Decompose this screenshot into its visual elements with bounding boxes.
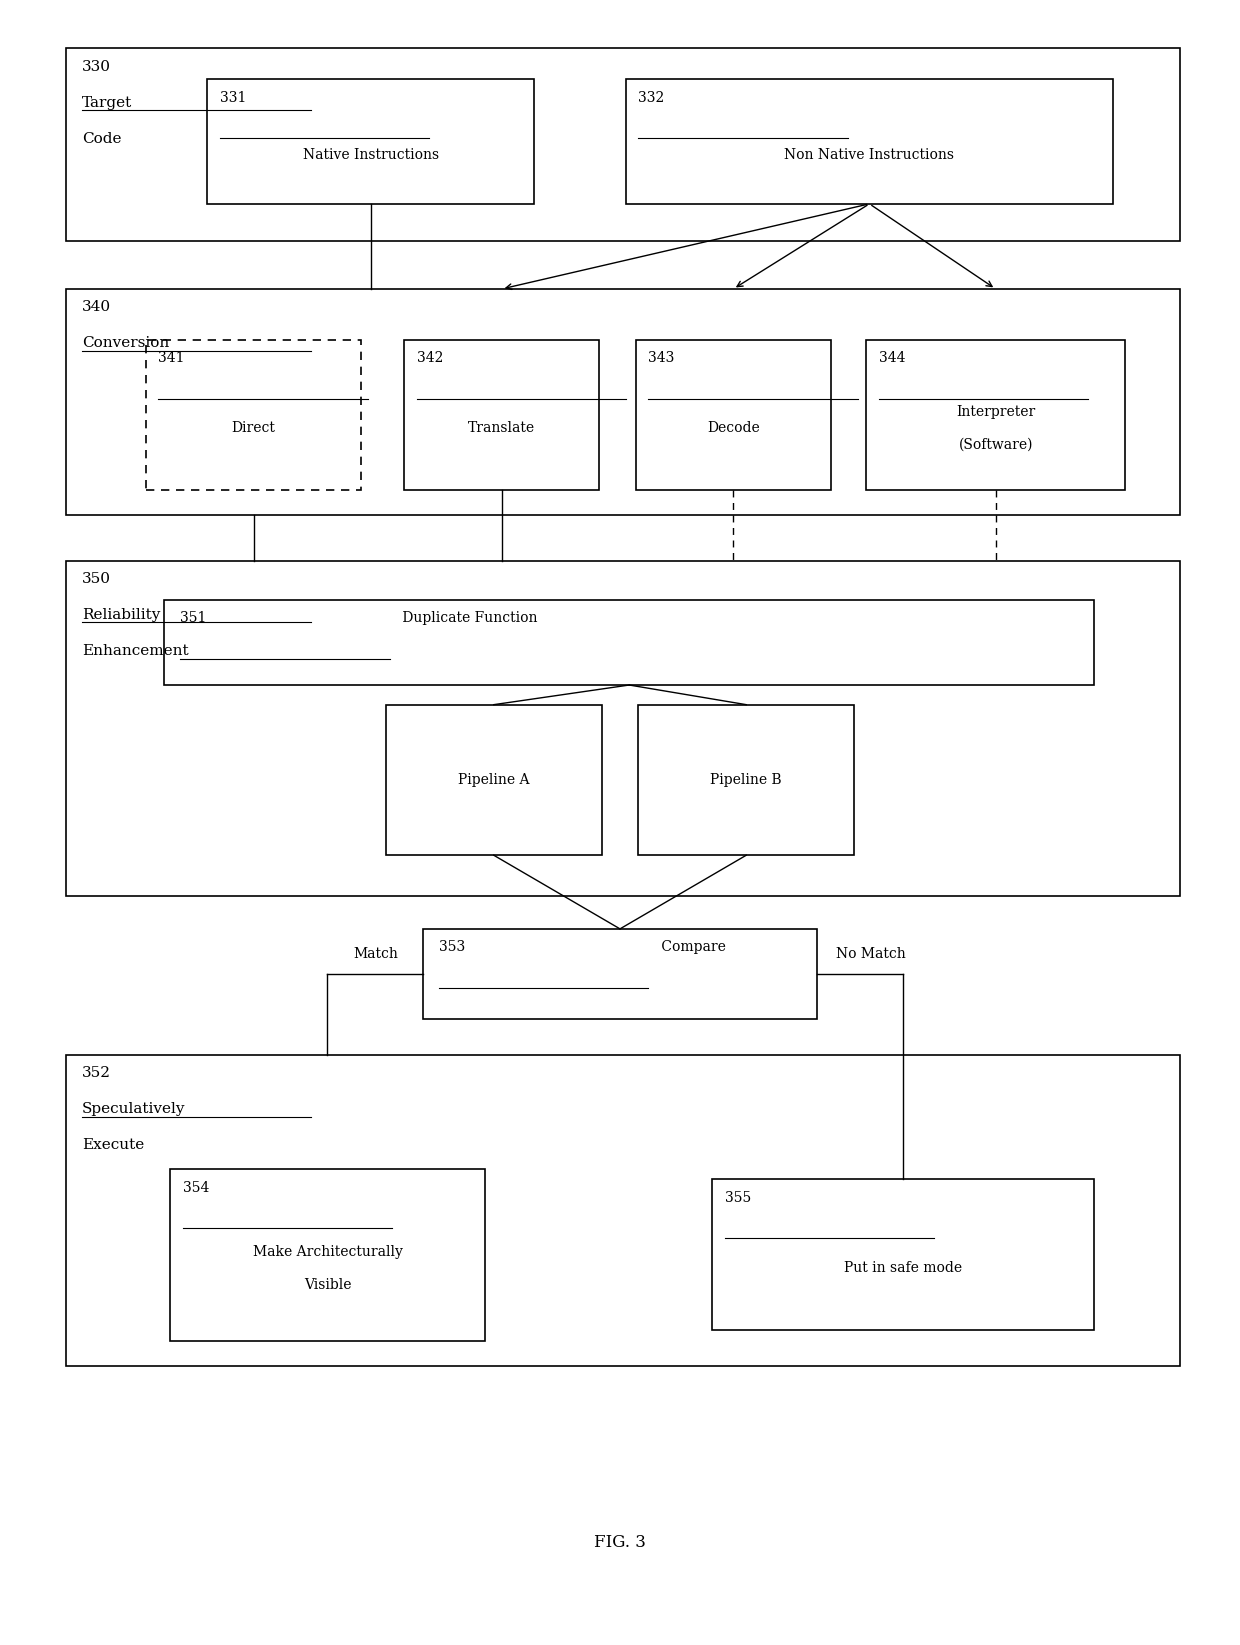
Text: Make Architecturally: Make Architecturally bbox=[253, 1245, 403, 1258]
Bar bbox=[712, 1179, 1094, 1329]
Text: 352: 352 bbox=[82, 1066, 110, 1081]
Text: Pipeline B: Pipeline B bbox=[711, 773, 782, 786]
Bar bbox=[66, 561, 1180, 897]
Text: 355: 355 bbox=[724, 1191, 751, 1204]
Text: 341: 341 bbox=[159, 350, 185, 365]
Text: 342: 342 bbox=[417, 350, 443, 365]
Bar bbox=[386, 704, 601, 855]
Bar bbox=[66, 48, 1180, 242]
Text: 350: 350 bbox=[82, 572, 110, 586]
Text: 354: 354 bbox=[182, 1181, 210, 1194]
Text: Speculatively: Speculatively bbox=[82, 1102, 185, 1117]
Text: Execute: Execute bbox=[82, 1138, 144, 1153]
Bar bbox=[146, 339, 361, 490]
Bar bbox=[626, 79, 1112, 204]
Text: Match: Match bbox=[353, 948, 398, 961]
Text: 330: 330 bbox=[82, 59, 110, 74]
Text: 340: 340 bbox=[82, 301, 110, 314]
Bar bbox=[164, 600, 1094, 684]
Text: Reliability: Reliability bbox=[82, 609, 160, 622]
Text: 353: 353 bbox=[439, 941, 465, 954]
Text: Non Native Instructions: Non Native Instructions bbox=[785, 148, 955, 161]
Text: Native Instructions: Native Instructions bbox=[303, 148, 439, 161]
Text: 344: 344 bbox=[879, 350, 905, 365]
Text: Compare: Compare bbox=[657, 941, 725, 954]
Text: Enhancement: Enhancement bbox=[82, 645, 188, 658]
Bar bbox=[404, 339, 599, 490]
Text: No Match: No Match bbox=[836, 948, 905, 961]
Bar bbox=[636, 339, 831, 490]
Bar bbox=[66, 1054, 1180, 1365]
Text: Direct: Direct bbox=[232, 421, 275, 434]
Text: Decode: Decode bbox=[707, 421, 760, 434]
Bar bbox=[867, 339, 1125, 490]
Text: Conversion: Conversion bbox=[82, 337, 169, 350]
Bar bbox=[207, 79, 533, 204]
Text: Put in safe mode: Put in safe mode bbox=[844, 1260, 962, 1275]
Text: 331: 331 bbox=[219, 90, 246, 105]
Text: Translate: Translate bbox=[469, 421, 536, 434]
Text: Visible: Visible bbox=[304, 1278, 351, 1291]
Text: FIG. 3: FIG. 3 bbox=[594, 1535, 646, 1551]
Bar bbox=[66, 290, 1180, 515]
Text: (Software): (Software) bbox=[959, 438, 1033, 451]
Bar bbox=[639, 704, 854, 855]
Text: Target: Target bbox=[82, 95, 131, 110]
Text: Interpreter: Interpreter bbox=[956, 405, 1035, 419]
Text: 343: 343 bbox=[649, 350, 675, 365]
Text: Pipeline A: Pipeline A bbox=[458, 773, 529, 786]
Text: 351: 351 bbox=[180, 612, 207, 625]
Text: Duplicate Function: Duplicate Function bbox=[398, 612, 538, 625]
Text: Code: Code bbox=[82, 132, 122, 146]
Bar bbox=[170, 1170, 485, 1341]
Bar bbox=[423, 929, 817, 1018]
Text: 332: 332 bbox=[639, 90, 665, 105]
